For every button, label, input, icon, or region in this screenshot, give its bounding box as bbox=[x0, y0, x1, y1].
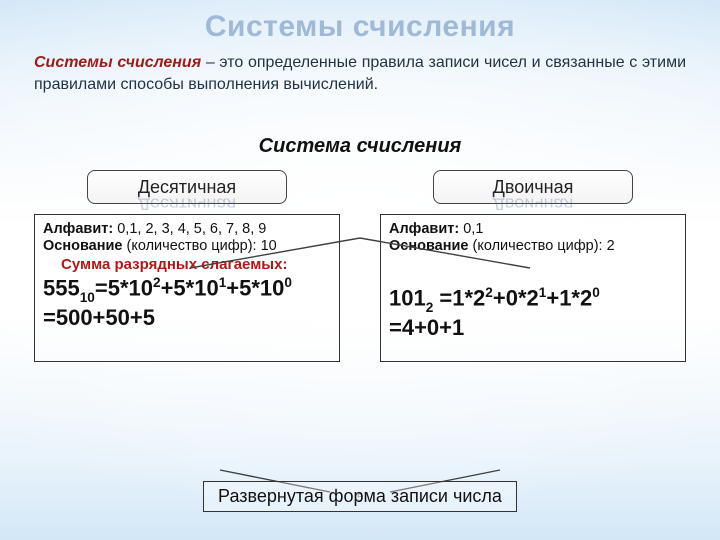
decimal-sum-title: Сумма разрядных слагаемых: bbox=[61, 256, 331, 273]
binary-formula: 1012 =1*22+0*21+1*20=4+0+1 bbox=[389, 285, 677, 341]
column-decimal: Десятичная Алфавит: 0,1, 2, 3, 4, 5, 6, … bbox=[34, 164, 340, 362]
subheading: Система счисления bbox=[0, 135, 720, 158]
chip-decimal: Десятичная bbox=[87, 170, 287, 204]
page-title: Системы счисления bbox=[0, 0, 720, 44]
column-binary: Двоичная Алфавит: 0,1 Основание (количес… bbox=[380, 164, 686, 362]
panel-decimal: Алфавит: 0,1, 2, 3, 4, 5, 6, 7, 8, 9 Осн… bbox=[34, 214, 340, 362]
chip-binary: Двоичная bbox=[433, 170, 633, 204]
bottom-chip-wrap: Развернутая форма записи числа bbox=[0, 481, 720, 512]
bottom-chip: Развернутая форма записи числа bbox=[203, 481, 517, 512]
decimal-alphabet: Алфавит: 0,1, 2, 3, 4, 5, 6, 7, 8, 9 bbox=[43, 221, 331, 237]
decimal-base: Основание (количество цифр): 10 bbox=[43, 238, 331, 254]
decimal-formula: 55510=5*102+5*101+5*100=500+50+5 bbox=[43, 275, 331, 331]
intro-paragraph: Системы счисления – это определенные пра… bbox=[34, 52, 686, 95]
panel-binary: Алфавит: 0,1 Основание (количество цифр)… bbox=[380, 214, 686, 362]
columns: Десятичная Алфавит: 0,1, 2, 3, 4, 5, 6, … bbox=[34, 164, 686, 362]
binary-alphabet: Алфавит: 0,1 bbox=[389, 221, 677, 237]
intro-lead: Системы счисления bbox=[34, 54, 201, 71]
binary-base: Основание (количество цифр): 2 bbox=[389, 238, 677, 254]
